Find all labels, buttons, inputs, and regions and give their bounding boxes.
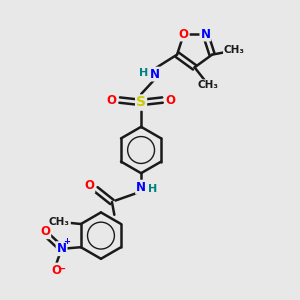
Text: O: O	[51, 264, 61, 277]
Text: O: O	[106, 94, 116, 106]
Text: O: O	[84, 179, 94, 192]
Text: O: O	[179, 28, 189, 40]
Text: N: N	[200, 28, 210, 40]
Text: O: O	[40, 225, 50, 238]
Text: N: N	[57, 242, 67, 255]
Text: H: H	[148, 184, 157, 194]
Text: N: N	[136, 181, 146, 194]
Text: −: −	[58, 264, 66, 274]
Text: S: S	[136, 95, 146, 110]
Text: CH₃: CH₃	[224, 45, 245, 55]
Text: +: +	[63, 237, 70, 246]
Text: H: H	[139, 68, 148, 78]
Text: CH₃: CH₃	[49, 217, 70, 226]
Text: O: O	[166, 94, 176, 106]
Text: N: N	[150, 68, 160, 81]
Text: CH₃: CH₃	[197, 80, 218, 90]
